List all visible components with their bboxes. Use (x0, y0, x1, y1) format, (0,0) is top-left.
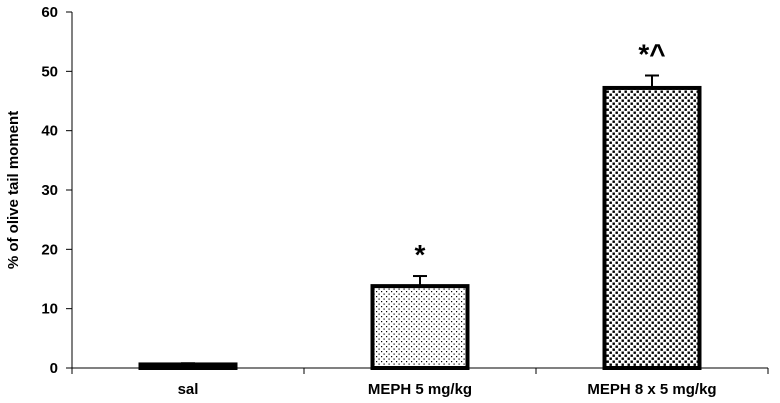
y-tick-label: 10 (41, 301, 58, 318)
y-tick-label: 0 (50, 360, 58, 377)
y-tick-label: 20 (41, 241, 58, 258)
bar (602, 85, 702, 371)
bar (370, 284, 470, 370)
y-tick-label: 40 (41, 123, 58, 140)
y-tick-label: 60 (41, 4, 58, 21)
y-ticks: 0 10 20 30 40 50 60 (41, 4, 72, 377)
bars (138, 85, 702, 371)
y-axis-title: % of olive tail moment (5, 111, 22, 269)
x-ticks (71, 368, 769, 374)
significance-labels: * *^ (415, 38, 666, 270)
x-tick-label: MEPH 5 mg/kg (368, 381, 472, 398)
significance-label: * (415, 239, 426, 270)
x-tick-labels: sal MEPH 5 mg/kg MEPH 8 x 5 mg/kg (178, 381, 717, 398)
error-bars (181, 74, 659, 365)
bar (138, 362, 238, 371)
x-tick-label: sal (178, 381, 199, 398)
significance-label: *^ (638, 38, 665, 69)
y-tick-label: 30 (41, 182, 58, 199)
x-tick-label: MEPH 8 x 5 mg/kg (587, 381, 716, 398)
y-tick-label: 50 (41, 63, 58, 80)
